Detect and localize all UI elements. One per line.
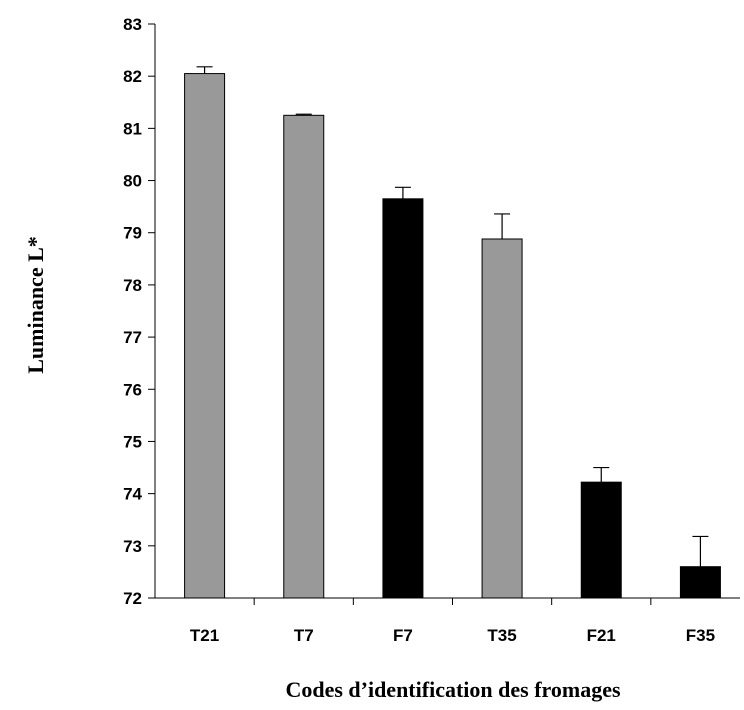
x-tick-label: F35 [686,626,715,645]
y-axis-title: Luminance L* [23,236,48,374]
y-tick-label: 76 [123,380,142,399]
y-tick-label: 75 [123,432,142,451]
x-tick-label: T35 [487,626,516,645]
axes-group [148,23,740,605]
y-tick-label: 74 [123,485,142,504]
bar-f7 [382,198,424,599]
tick-labels-group: 72 73 74 75 76 77 78 79 80 81 82 83 T21 T7 F7 T35 F21 F35 [123,15,715,645]
bar-t21 [184,73,226,599]
bars-group [184,73,721,599]
x-tick-label: F21 [587,626,616,645]
y-tick-label: 80 [123,172,142,191]
y-tick-label: 78 [123,276,142,295]
x-axis-title: Codes d’identification des fromages [285,677,621,702]
y-tick-label: 83 [123,15,142,34]
x-tick-label: T21 [190,626,219,645]
bar-f21 [580,481,622,599]
x-tick-label: F7 [393,626,413,645]
x-tick-label: T7 [294,626,314,645]
y-tick-label: 73 [123,537,142,556]
y-tick-label: 79 [123,224,142,243]
y-tick-label: 81 [123,119,142,138]
error-bars-group [196,66,709,567]
y-tick-label: 82 [123,67,142,86]
bar-f35 [679,566,721,599]
bar-t35 [481,238,523,599]
bar-t7 [283,114,325,599]
y-tick-label: 77 [123,328,142,347]
y-tick-label: 72 [123,589,142,608]
